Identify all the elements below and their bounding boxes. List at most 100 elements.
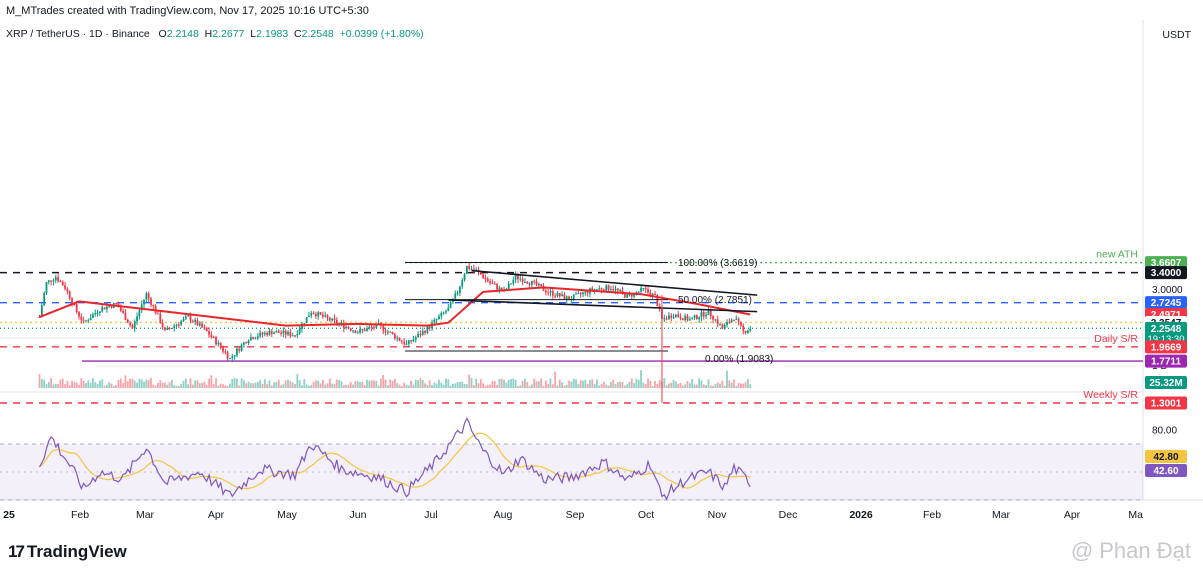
volume-bar <box>138 378 141 388</box>
candle-body <box>726 322 728 326</box>
candle-body <box>609 289 612 291</box>
candle-body <box>470 268 473 270</box>
volume-bar <box>259 380 262 388</box>
candle-body <box>707 309 710 315</box>
volume-bar <box>705 385 707 388</box>
candle-body <box>38 317 41 319</box>
volume-bar <box>110 383 113 388</box>
volume-bar <box>740 383 742 388</box>
candle-body <box>47 280 50 283</box>
volume-bar <box>514 379 517 388</box>
candle-body <box>268 330 271 336</box>
candle-body <box>119 307 122 311</box>
volume-bar <box>45 384 48 388</box>
symbol-name[interactable]: XRP / TetherUS · 1D · Binance <box>6 28 150 40</box>
low-label: L <box>250 28 257 40</box>
volume-bar <box>747 378 749 388</box>
volume-bar <box>252 383 255 388</box>
candle-body <box>342 322 345 329</box>
volume-bar <box>454 383 457 388</box>
volume-bar <box>572 378 575 388</box>
volume-bar <box>642 382 645 388</box>
candle-body <box>486 278 489 282</box>
candle-body <box>744 330 747 333</box>
volume-bar <box>229 383 231 388</box>
volume-bar <box>85 383 87 388</box>
currency-label[interactable]: USDT <box>1162 29 1191 41</box>
candle-body <box>298 329 301 334</box>
volume-bar <box>315 380 317 388</box>
level-label-weekly-sr: Weekly S/R <box>1083 389 1138 401</box>
volume-bar <box>166 384 169 388</box>
candle-body <box>672 316 675 318</box>
candle-body <box>263 332 266 335</box>
candle-body <box>222 347 224 352</box>
price-tag-text-resistance: 3.4000 <box>1151 268 1182 279</box>
volume-bar <box>672 379 675 388</box>
candle-body <box>259 332 262 337</box>
candle-body <box>85 320 87 322</box>
fib-level-label: 100.00% (3.6619) <box>678 258 758 269</box>
time-axis-tick: Apr <box>208 509 225 521</box>
candle-body <box>159 313 162 324</box>
candle-body <box>531 280 533 285</box>
candle-body <box>482 274 485 279</box>
candle-body <box>245 342 248 344</box>
candle-body <box>324 315 327 317</box>
symbol-legend: XRP / TetherUS · 1D · Binance O2.2148 H2… <box>6 28 424 40</box>
volume-bar <box>219 383 222 388</box>
volume-bar <box>184 378 187 388</box>
rsi-axis-tick: 80.00 <box>1152 426 1177 437</box>
rsi-tag <box>1145 464 1187 477</box>
volume-bar <box>433 382 436 388</box>
volume-bar <box>681 385 684 388</box>
tradingview-brand[interactable]: 17 TradingView <box>8 542 127 562</box>
volume-bar <box>66 380 69 388</box>
candle-body <box>414 337 417 340</box>
candle-body <box>500 287 503 291</box>
candle-body <box>143 299 145 305</box>
author-watermark: @ Phan Đạt <box>1070 538 1191 563</box>
volume-bar <box>605 384 608 388</box>
candle-body <box>533 280 536 282</box>
candle-body <box>393 333 396 339</box>
candle-body <box>549 290 552 293</box>
volume-bar <box>721 380 724 388</box>
volume-bar <box>512 378 515 388</box>
candle-body <box>349 328 352 331</box>
volume-bar <box>50 378 53 388</box>
candle-body <box>440 312 443 317</box>
volume-bar <box>482 383 485 388</box>
candle-body <box>702 312 705 317</box>
candle-body <box>686 315 689 321</box>
volume-bar <box>533 378 536 388</box>
volume-bar <box>338 379 341 388</box>
volume-bar <box>591 379 594 388</box>
volume-bar <box>519 385 522 388</box>
candle-body <box>210 334 213 337</box>
volume-bar <box>112 385 115 388</box>
candle-body <box>152 305 155 307</box>
volume-bar <box>231 379 234 388</box>
candle-body <box>747 330 749 333</box>
volume-bar <box>173 385 176 388</box>
volume-bar <box>654 380 656 388</box>
close-label: C <box>294 28 302 40</box>
volume-bar <box>324 384 327 388</box>
volume-bar <box>373 380 375 388</box>
volume-bar <box>616 382 619 388</box>
candle-body <box>289 331 292 336</box>
volume-bar <box>270 385 273 388</box>
candle-body <box>742 325 745 331</box>
candle-body <box>528 283 531 285</box>
volume-bar <box>208 378 210 388</box>
candle-body <box>191 320 194 322</box>
candle-body <box>275 331 278 333</box>
candle-body <box>524 281 526 283</box>
candle-body <box>226 352 229 359</box>
volume-bar <box>505 382 508 388</box>
volume-bar <box>236 378 238 388</box>
volume-bar <box>614 384 617 388</box>
candle-body <box>521 278 524 283</box>
